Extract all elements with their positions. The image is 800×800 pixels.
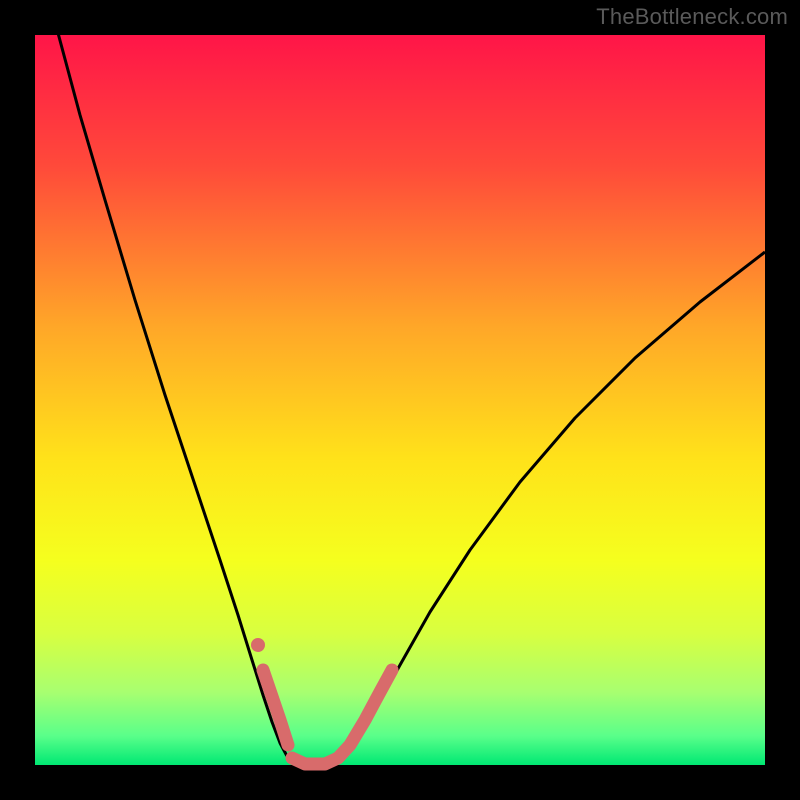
plot-background: [35, 35, 765, 765]
chart-container: TheBottleneck.com: [0, 0, 800, 800]
marker-dot: [251, 638, 265, 652]
bottleneck-chart: [0, 0, 800, 800]
watermark-text: TheBottleneck.com: [596, 4, 788, 30]
